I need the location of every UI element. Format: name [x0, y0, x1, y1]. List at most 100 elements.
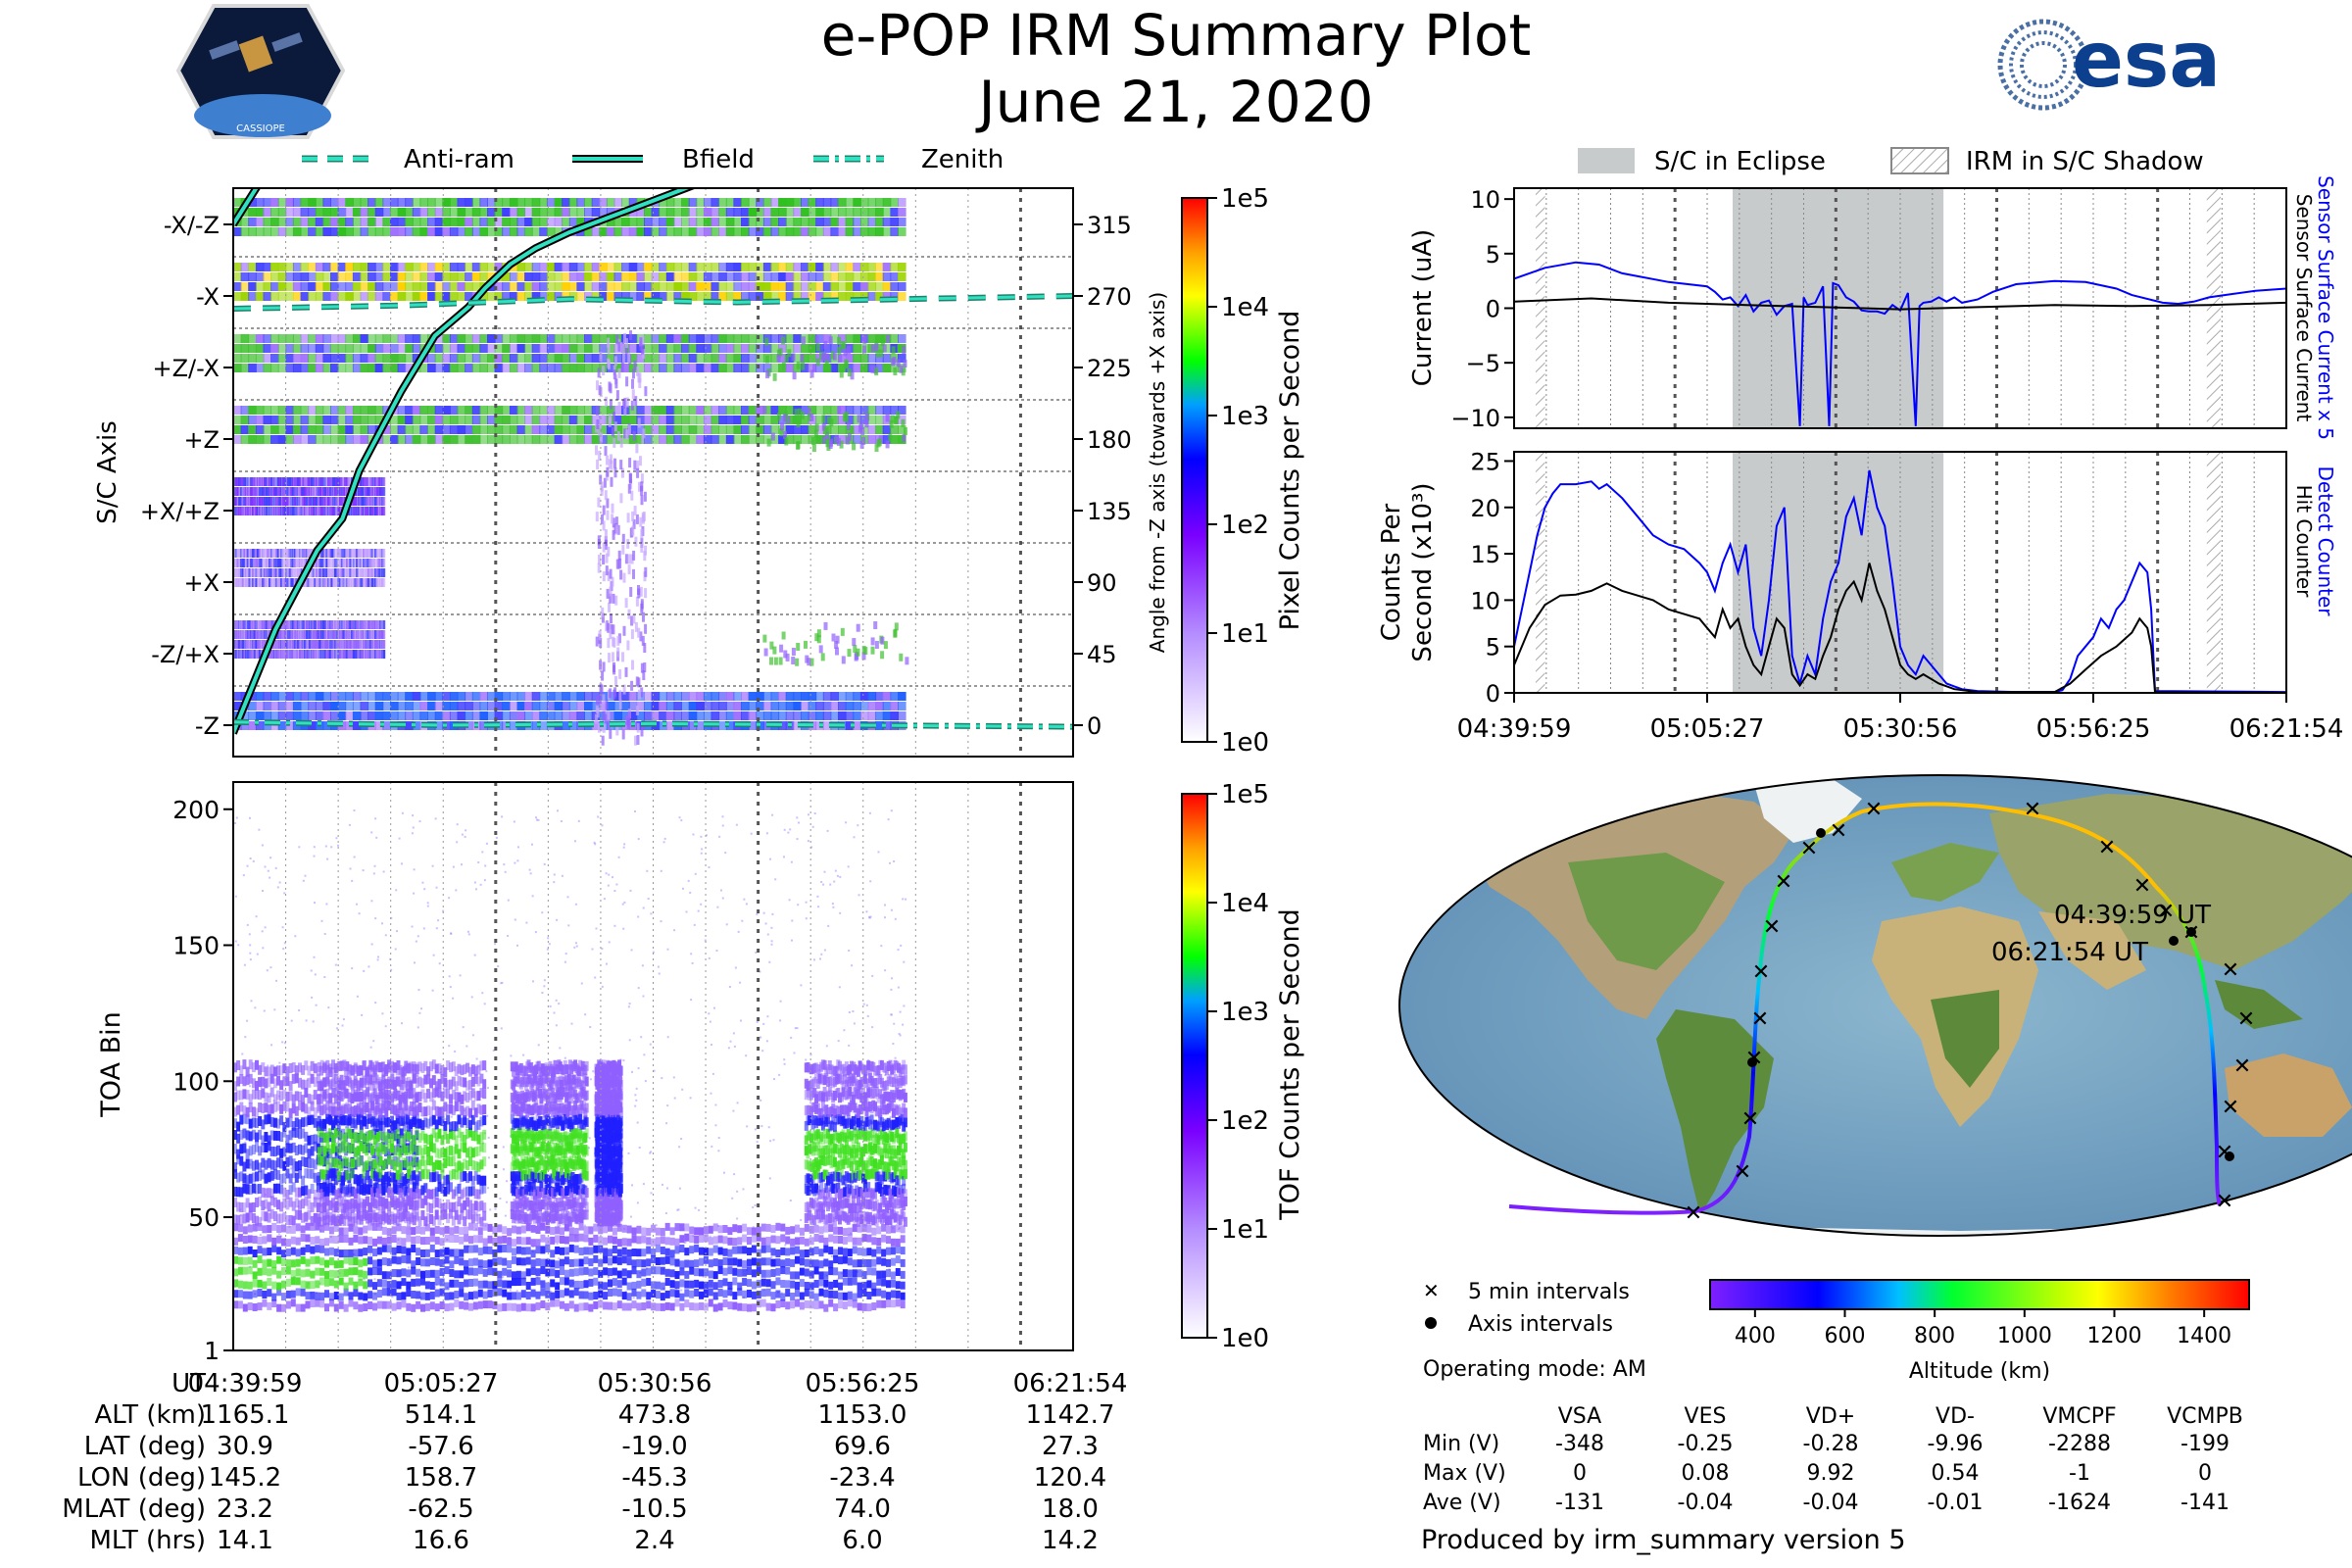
series-line: [1514, 297, 2286, 311]
sc-axis-angle-tick: 45: [1087, 641, 1117, 668]
counts-right-label-blue: Detect Counter: [2314, 466, 2337, 617]
voltage-row-label: Min (V): [1423, 1432, 1499, 1456]
map-legend-interval: 5 min intervals: [1468, 1280, 1630, 1304]
ytick-label: 5: [1486, 241, 1500, 269]
colorbar-tick-label: 1e5: [1221, 780, 1269, 809]
voltage-cell: 0: [1573, 1461, 1587, 1486]
altitude-colorbar: 400 600 800 1000 1200 1400 Altitude (km): [1709, 1279, 2250, 1384]
table-cell: 27.3: [1042, 1432, 1099, 1461]
counts-xtick-label: 04:39:59: [1457, 714, 1572, 744]
ytick-label: 20: [1470, 495, 1500, 522]
produced-by: Produced by irm_summary version 5: [1421, 1525, 1906, 1555]
sc-axis-category-label: -X: [196, 283, 220, 311]
table-cell: 1142.7: [1026, 1400, 1115, 1430]
legend-shadow: IRM in S/C Shadow: [1966, 147, 2204, 176]
five-min-marker: ✕: [2237, 1007, 2255, 1032]
sc-axis-angle-tick: 270: [1087, 283, 1132, 311]
five-min-marker: ✕: [2024, 798, 2041, 822]
sc-axis-angle-tick: 315: [1087, 212, 1132, 239]
ytick-label: 15: [1470, 541, 1500, 568]
table-cell: -57.6: [408, 1432, 473, 1461]
colorbar-tick-label: 1e2: [1221, 511, 1269, 540]
counts-xtick-label: 06:21:54: [2230, 714, 2344, 744]
shadow-region: [1536, 188, 1545, 428]
axis-interval-marker: [1816, 828, 1826, 838]
toa-heatmap-cells: [233, 809, 907, 1312]
cassiope-logo: CASSIOPE: [175, 4, 346, 139]
map-legend: ✕ 5 min intervals Axis intervals: [1423, 1279, 1630, 1337]
five-min-marker: ✕: [2216, 1190, 2233, 1214]
series-line: [1514, 261, 2286, 426]
colorbar-tick-label: 1e4: [1221, 889, 1269, 918]
toa-ytick-label: 150: [172, 932, 220, 960]
shadow-region: [2206, 452, 2222, 693]
voltage-header: VD+: [1806, 1404, 1855, 1429]
five-min-marker: ✕: [1751, 1007, 1769, 1032]
table-row-label: MLAT (deg): [62, 1494, 206, 1524]
sc-axis-category-label: +X: [183, 569, 220, 597]
toa-yticks: 200 150 100 50 1: [172, 796, 233, 1365]
five-min-marker: ✕: [1734, 1160, 1751, 1185]
sc-axis-angle-lines: [233, 188, 1073, 735]
sc-axis-angle-tick: 135: [1087, 498, 1132, 525]
altitude-tick-label: 800: [1914, 1324, 1955, 1348]
voltage-cell: -0.04: [1678, 1491, 1734, 1515]
five-min-marker: ✕: [1775, 870, 1792, 895]
continents: [1399, 779, 2352, 1236]
voltage-header: VES: [1685, 1404, 1727, 1429]
colorbar-tick-label: 1e3: [1221, 998, 1269, 1027]
eclipse-legend: S/C in Eclipse IRM in S/C Shadow: [1578, 147, 2204, 176]
tof-colorbar-label: TOF Counts per Second: [1275, 908, 1305, 1221]
toa-panel: 200 150 100 50 1 TOA Bin: [96, 781, 1074, 1365]
series-line: [1514, 469, 2286, 693]
sc-axis-category-label: +X/+Z: [140, 498, 220, 525]
table-cell: 05:56:25: [806, 1369, 920, 1398]
voltage-cell: -2288: [2048, 1432, 2111, 1456]
table-cell: -45.3: [621, 1463, 687, 1493]
sc-axis-panel: -X/-Z -X +Z/-X +Z +X/+Z +X -Z/+X -Z 315 270 225 18…: [93, 187, 1169, 758]
voltage-header: VCMPB: [2167, 1404, 2243, 1429]
voltage-cell: 9.92: [1807, 1461, 1855, 1486]
colorbar-tick-label: 1e4: [1221, 293, 1269, 322]
colorbar-tick-label: 1e1: [1221, 619, 1269, 649]
orbit-map: ✕✕✕✕✕✕✕✕✕✕✕✕✕✕✕✕✕✕✕✕✕✕ 04:39:59 UT 06:21…: [1398, 774, 2352, 1237]
orbit-start-label: 04:39:59 UT: [2054, 901, 2211, 930]
voltage-row-label: Max (V): [1423, 1461, 1506, 1486]
table-cell: 2.4: [634, 1526, 674, 1555]
ytick-label: 0: [1486, 680, 1500, 708]
bfield-line-wrap: [233, 188, 259, 226]
sc-axis-angle-tick: 0: [1087, 712, 1102, 740]
legend-bfield: Bfield: [682, 145, 755, 174]
voltage-cell: -199: [2180, 1432, 2230, 1456]
sc-axis-category-label: -Z: [195, 712, 220, 740]
axis-interval-marker: [1747, 1057, 1757, 1067]
table-cell: 473.8: [618, 1400, 691, 1430]
eclipse-region: [1733, 452, 1944, 693]
ytick-label: 10: [1470, 186, 1500, 214]
header: e-POP IRM Summary Plot June 21, 2020: [821, 2, 1532, 135]
colorbar-tick-label: 1e0: [1221, 728, 1269, 758]
table-cell: 120.4: [1034, 1463, 1106, 1493]
counts-right-label-black: Hit Counter: [2292, 485, 2316, 598]
altitude-tick-label: 1200: [2087, 1324, 2142, 1348]
voltage-cell: -1624: [2048, 1491, 2111, 1515]
current-panel: 10 5 0 −5 −10 Current (uA) Sensor Surface Cu…: [1408, 175, 2337, 440]
esa-logo: esa: [1997, 17, 2221, 111]
table-cell: 23.2: [217, 1494, 273, 1524]
voltage-header: VD-: [1936, 1404, 1975, 1429]
five-min-marker: ✕: [2133, 874, 2151, 899]
orbit-interval-markers: ✕✕✕✕✕✕✕✕✕✕✕✕✕✕✕✕✕✕✕✕✕✕: [1685, 798, 2255, 1226]
counts-ylabel-line1: Counts Per: [1377, 503, 1406, 641]
counts-xtick-label: 05:05:27: [1650, 714, 1765, 744]
ytick-label: 10: [1470, 587, 1500, 614]
table-cell: 74.0: [834, 1494, 891, 1524]
table-row-label: UT: [172, 1369, 206, 1398]
table-row-label: MLT (hrs): [90, 1526, 207, 1555]
series-line: [1514, 563, 2286, 693]
table-cell: 6.0: [842, 1526, 882, 1555]
toa-ytick-label: 200: [172, 796, 220, 824]
voltage-cell: -348: [1555, 1432, 1604, 1456]
bfield-line: [233, 188, 692, 734]
table-cell: 14.2: [1042, 1526, 1099, 1555]
sc-axis-category-label: +Z: [183, 426, 220, 454]
